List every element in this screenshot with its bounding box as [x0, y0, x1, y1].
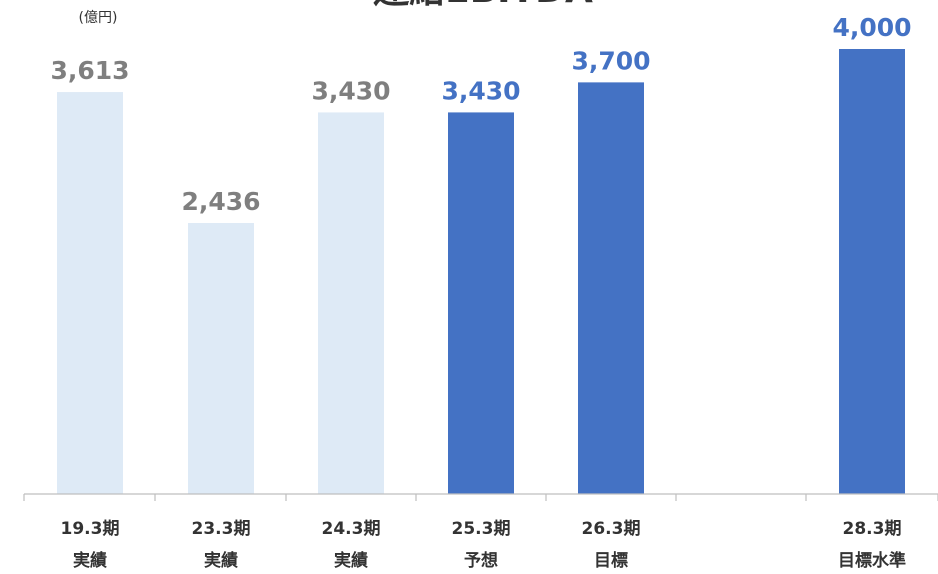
category-label-period: 26.3期: [582, 519, 641, 539]
value-labels-group: 3,613 2,436 3,430 3,430 3,700 4,000: [50, 13, 911, 216]
category-label-period: 23.3期: [192, 519, 251, 539]
bar-24.3期: [318, 112, 384, 494]
unit-label: (億円): [79, 10, 118, 26]
category-label-type: 実績: [334, 550, 368, 571]
category-label-period: 25.3期: [452, 519, 511, 539]
data-label: 4,000: [832, 13, 911, 42]
data-label: 3,700: [571, 46, 650, 75]
category-label-type: 実績: [204, 550, 238, 571]
data-label: 3,613: [50, 56, 129, 85]
data-label: 3,430: [311, 76, 390, 105]
category-label-type: 実績: [73, 550, 107, 571]
category-label-period: 24.3期: [322, 519, 381, 539]
category-label-type: 目標水準: [838, 550, 906, 571]
category-label-period: 19.3期: [61, 519, 120, 539]
category-label-type: 目標: [594, 550, 628, 571]
x-axis-ticks: [23, 494, 938, 501]
category-label-period: 28.3期: [843, 519, 902, 539]
bar-25.3期: [448, 112, 514, 494]
category-label-type: 予想: [464, 550, 498, 571]
bars-group: [57, 49, 905, 495]
bar-23.3期: [188, 222, 254, 494]
bar-26.3期: [578, 82, 644, 494]
data-label: 3,430: [441, 76, 520, 105]
bar-19.3期: [57, 92, 123, 495]
bar-28.3期: [839, 49, 905, 494]
chart-title: 連結EBITDA: [373, 0, 593, 11]
data-label: 2,436: [181, 187, 260, 216]
